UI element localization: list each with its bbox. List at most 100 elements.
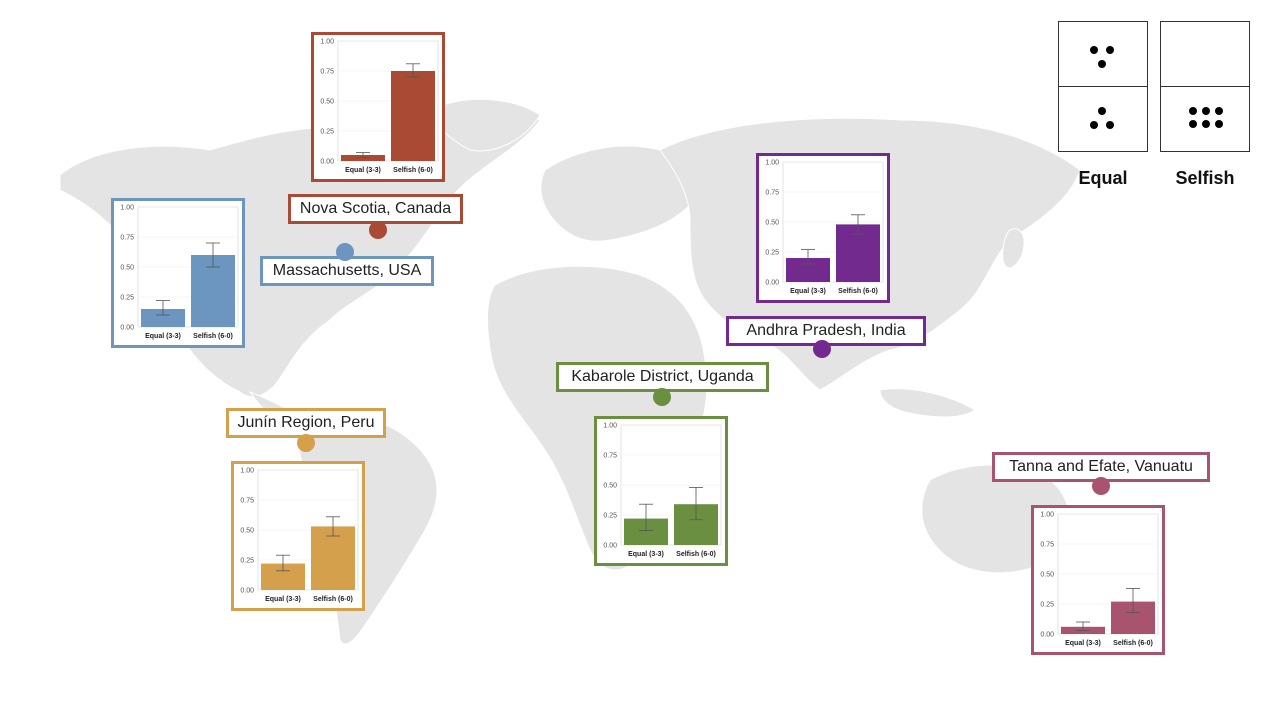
y-tick-label: 0.25 — [603, 513, 617, 520]
dot-icon — [1189, 107, 1197, 115]
y-tick-label: 0.75 — [240, 498, 254, 505]
bar — [341, 155, 385, 161]
dot-icon — [1098, 60, 1106, 68]
location-label-massachusetts: Massachusetts, USA — [260, 256, 434, 286]
y-tick-label: 0.00 — [765, 280, 779, 287]
x-tick-label: Equal (3-3) — [790, 288, 826, 295]
y-tick-label: 0.00 — [240, 588, 254, 595]
location-marker-nova-scotia[interactable] — [369, 221, 387, 239]
error-bar — [1126, 588, 1140, 613]
dot-icon — [1189, 120, 1197, 128]
y-tick-label: 0.25 — [1040, 602, 1054, 609]
error-bar — [356, 152, 370, 158]
location-marker-vanuatu[interactable] — [1092, 477, 1110, 495]
chart-nova-scotia: 0.00 0.25 0.50 0.75 1.00 Equal (3-3) Selfish (… — [311, 32, 445, 182]
location-label-nova-scotia: Nova Scotia, Canada — [288, 194, 463, 224]
chart-andhra-pradesh: 0.00 0.25 0.50 0.75 1.00 Equal (3-3) Selfish (… — [756, 153, 890, 303]
y-tick-label: 0.00 — [1040, 632, 1054, 639]
y-tick-label: 0.25 — [320, 129, 334, 136]
location-marker-kabarole[interactable] — [653, 388, 671, 406]
y-tick-label: 0.50 — [320, 99, 334, 106]
bar-chart-svg: 0.00 0.25 0.50 0.75 1.00 Equal (3-3) Selfish (… — [320, 39, 439, 174]
dot-icon — [1106, 46, 1114, 54]
y-tick-label: 1.00 — [603, 423, 617, 430]
location-marker-massachusetts[interactable] — [336, 243, 354, 261]
legend-equal-bottom — [1058, 86, 1148, 152]
bar — [391, 71, 435, 161]
y-tick-label: 0.75 — [320, 69, 334, 76]
dot-icon — [1106, 121, 1114, 129]
error-bar — [156, 300, 170, 316]
error-bar — [801, 249, 815, 265]
legend-selfish-top — [1160, 21, 1250, 87]
error-bar — [639, 503, 653, 531]
y-tick-label: 0.25 — [765, 250, 779, 257]
y-tick-label: 1.00 — [120, 205, 134, 212]
y-tick-label: 0.25 — [120, 295, 134, 302]
legend-selfish-label: Selfish — [1175, 168, 1235, 188]
x-tick-label: Equal (3-3) — [265, 596, 301, 603]
bar-chart-svg: 0.00 0.25 0.50 0.75 1.00 Equal (3-3) Selfish (… — [120, 205, 239, 340]
chart-vanuatu: 0.00 0.25 0.50 0.75 1.00 Equal (3-3) Selfish (… — [1031, 505, 1165, 655]
x-tick-label: Selfish (6-0) — [313, 596, 353, 603]
y-tick-label: 0.75 — [1040, 542, 1054, 549]
y-tick-label: 0.00 — [603, 543, 617, 550]
dot-icon — [1202, 120, 1210, 128]
x-tick-label: Selfish (6-0) — [1113, 640, 1153, 647]
x-tick-label: Selfish (6-0) — [676, 551, 716, 558]
error-bar — [276, 554, 290, 572]
chart-massachusetts: 0.00 0.25 0.50 0.75 1.00 Equal (3-3) Selfish (… — [111, 198, 245, 348]
bar — [311, 526, 355, 590]
dot-icon — [1090, 121, 1098, 129]
x-tick-label: Equal (3-3) — [1065, 640, 1101, 647]
location-marker-andhra-pradesh[interactable] — [813, 340, 831, 358]
error-bar — [326, 516, 340, 537]
y-tick-label: 1.00 — [765, 160, 779, 167]
bar-chart-svg: 0.00 0.25 0.50 0.75 1.00 Equal (3-3) Selfish (… — [765, 160, 884, 295]
error-bar — [206, 242, 220, 268]
chart-junin: 0.00 0.25 0.50 0.75 1.00 Equal (3-3) Selfish (… — [231, 461, 365, 611]
y-tick-label: 0.50 — [240, 528, 254, 535]
error-bar — [1076, 621, 1090, 631]
x-tick-label: Selfish (6-0) — [393, 167, 433, 174]
location-label-kabarole: Kabarole District, Uganda — [556, 362, 769, 392]
dot-icon — [1098, 107, 1106, 115]
dot-icon — [1202, 107, 1210, 115]
chart-kabarole: 0.00 0.25 0.50 0.75 1.00 Equal (3-3) Selfish (… — [594, 416, 728, 566]
greenland — [429, 98, 541, 152]
y-tick-label: 0.00 — [320, 159, 334, 166]
y-tick-label: 0.75 — [120, 235, 134, 242]
legend-equal-top — [1058, 21, 1148, 87]
y-tick-label: 1.00 — [320, 39, 334, 46]
se-asia-islands — [879, 388, 976, 418]
y-tick-label: 0.75 — [765, 190, 779, 197]
x-tick-label: Selfish (6-0) — [193, 333, 233, 340]
legend-selfish-bottom — [1160, 86, 1250, 152]
bar-chart-svg: 0.00 0.25 0.50 0.75 1.00 Equal (3-3) Selfish (… — [1040, 512, 1159, 647]
y-tick-label: 0.50 — [120, 265, 134, 272]
europe — [540, 145, 695, 242]
japan — [1002, 228, 1025, 269]
error-bar — [689, 487, 703, 521]
y-tick-label: 0.25 — [240, 558, 254, 565]
error-bar — [406, 63, 420, 78]
y-tick-label: 1.00 — [1040, 512, 1054, 519]
x-tick-label: Equal (3-3) — [345, 167, 381, 174]
error-bar — [851, 214, 865, 235]
dot-icon — [1215, 120, 1223, 128]
y-tick-label: 1.00 — [240, 468, 254, 475]
x-tick-label: Equal (3-3) — [145, 333, 181, 340]
bar-chart-svg: 0.00 0.25 0.50 0.75 1.00 Equal (3-3) Selfish (… — [240, 468, 359, 603]
x-tick-label: Equal (3-3) — [628, 551, 664, 558]
dot-icon — [1090, 46, 1098, 54]
y-tick-label: 0.50 — [603, 483, 617, 490]
dot-icon — [1215, 107, 1223, 115]
y-tick-label: 0.00 — [120, 325, 134, 332]
bar-chart-svg: 0.00 0.25 0.50 0.75 1.00 Equal (3-3) Selfish (… — [603, 423, 722, 558]
y-tick-label: 0.50 — [765, 220, 779, 227]
location-marker-junin[interactable] — [297, 434, 315, 452]
legend-equal-label: Equal — [1078, 168, 1128, 188]
bar — [141, 309, 185, 327]
y-tick-label: 0.75 — [603, 453, 617, 460]
x-tick-label: Selfish (6-0) — [838, 288, 878, 295]
